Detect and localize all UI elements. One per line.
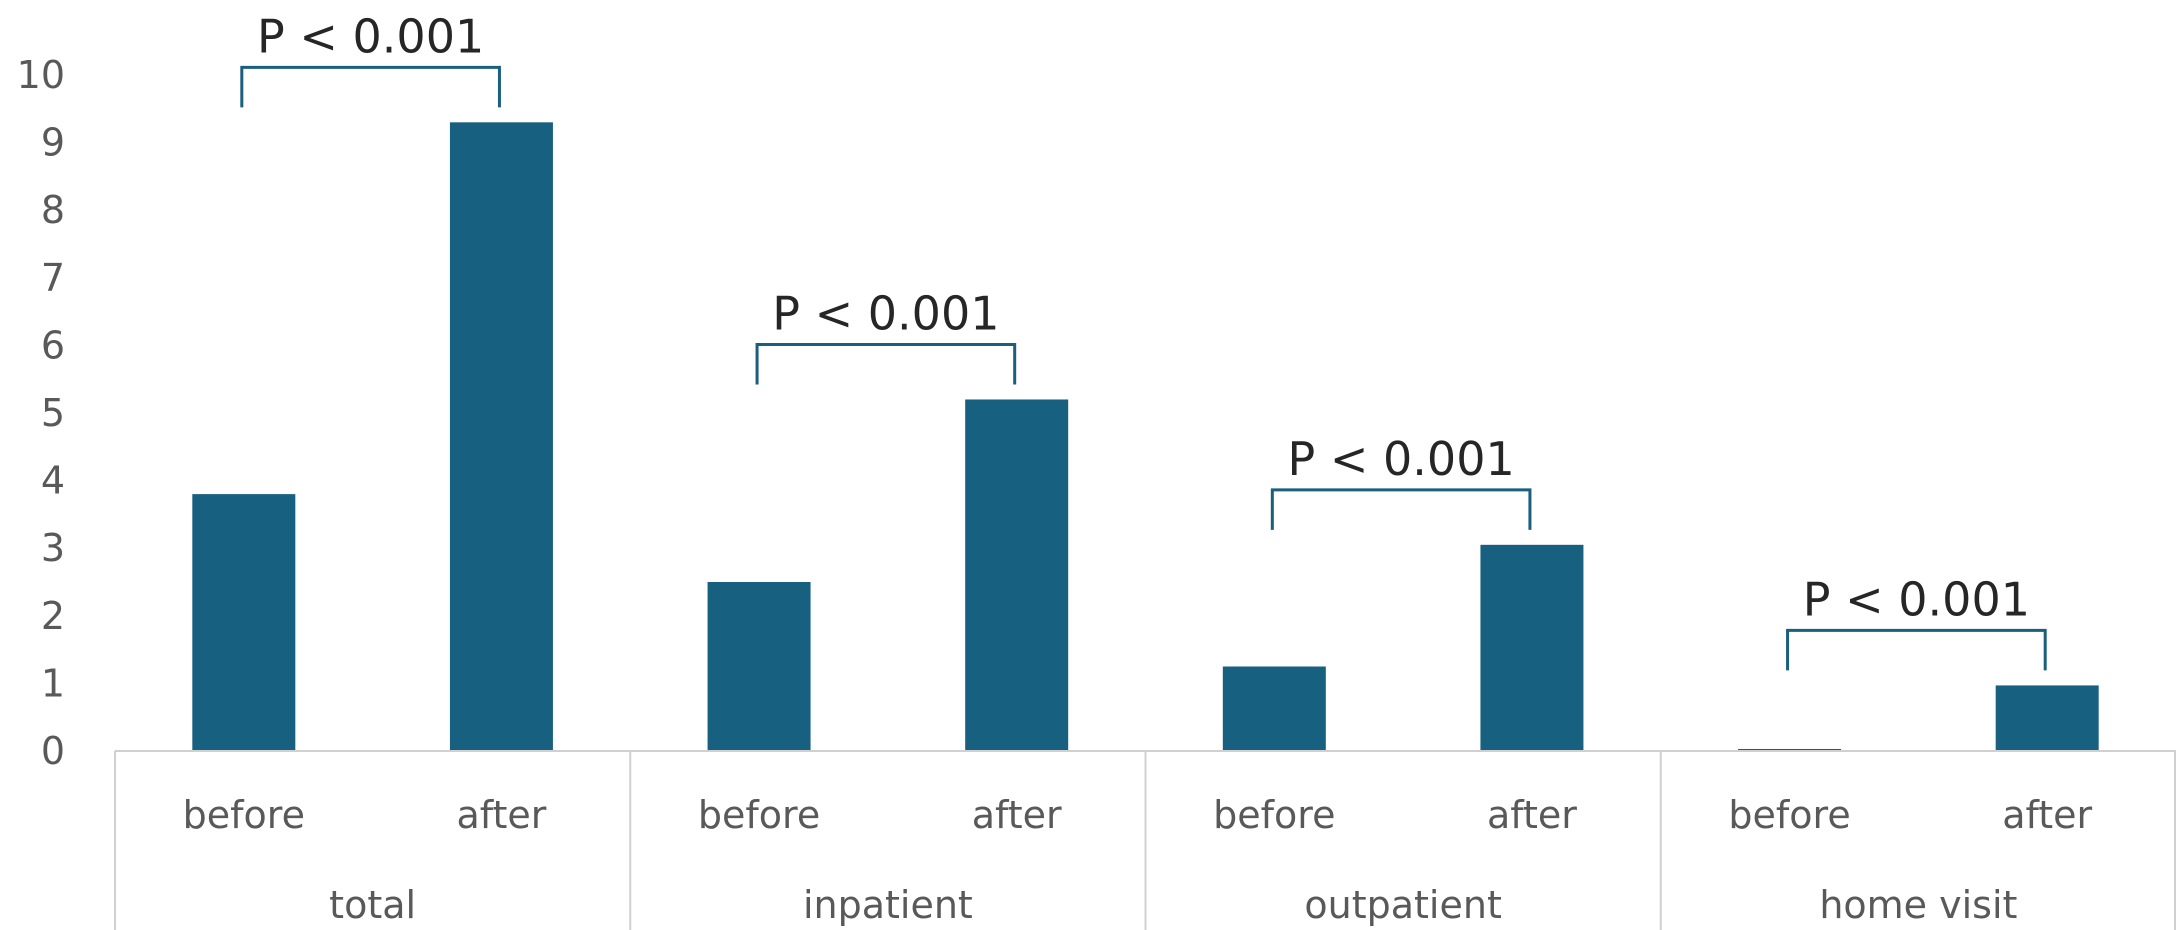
significance-bracket [1270, 488, 1532, 530]
significance-label: P < 0.001 [772, 286, 999, 340]
y-tick-label: 1 [41, 661, 65, 705]
y-tick-label: 3 [41, 526, 65, 570]
y-tick-label: 7 [41, 256, 65, 300]
x-subcategory-label: before [698, 793, 820, 837]
bar-home-visit-after [1995, 685, 2099, 751]
x-subcategory-label: before [1728, 793, 1850, 837]
y-tick-label: 5 [41, 391, 65, 435]
x-subcategory-label: after [2002, 793, 2092, 837]
x-group-label: total [329, 883, 416, 927]
y-tick-label: 8 [41, 188, 65, 232]
y-tick-label: 0 [41, 729, 65, 773]
y-tick-label: 4 [41, 459, 65, 503]
bar-inpatient-after [965, 399, 1069, 751]
y-tick-label: 9 [41, 121, 65, 165]
x-subcategory-label: after [1487, 793, 1577, 837]
x-subcategory-label: after [972, 793, 1062, 837]
x-group-label: inpatient [803, 883, 973, 927]
bar-total-before [192, 494, 296, 751]
x-axis: before after total before after inpatient befo… [114, 750, 2176, 930]
bar-outpatient-after [1480, 544, 1584, 751]
y-axis: 0 1 2 3 4 5 6 7 8 9 10 [17, 53, 65, 773]
x-group-label: home visit [1819, 883, 2017, 927]
bars [192, 122, 2099, 751]
x-subcategory-label: after [456, 793, 546, 837]
x-subcategory-label: before [183, 793, 305, 837]
y-tick-label: 10 [17, 53, 65, 97]
significance-bracket [1786, 628, 2047, 671]
significance-bracket [240, 65, 501, 108]
bar-home-visit-before [1738, 748, 1842, 751]
significance-label: P < 0.001 [257, 9, 484, 63]
bar-inpatient-before [707, 582, 811, 751]
significance-label: P < 0.001 [1288, 432, 1515, 486]
x-group-label: outpatient [1304, 883, 1501, 927]
bar-outpatient-before [1222, 666, 1326, 751]
y-tick-label: 6 [41, 323, 65, 367]
bar-total-after [449, 122, 553, 751]
x-subcategory-label: before [1213, 793, 1335, 837]
y-tick-label: 2 [41, 594, 65, 638]
significance-label: P < 0.001 [1803, 572, 2030, 626]
significance-bracket [755, 342, 1017, 385]
significance-brackets: P < 0.001 P < 0.001 P < 0.001 P < 0.001 [240, 9, 2047, 671]
